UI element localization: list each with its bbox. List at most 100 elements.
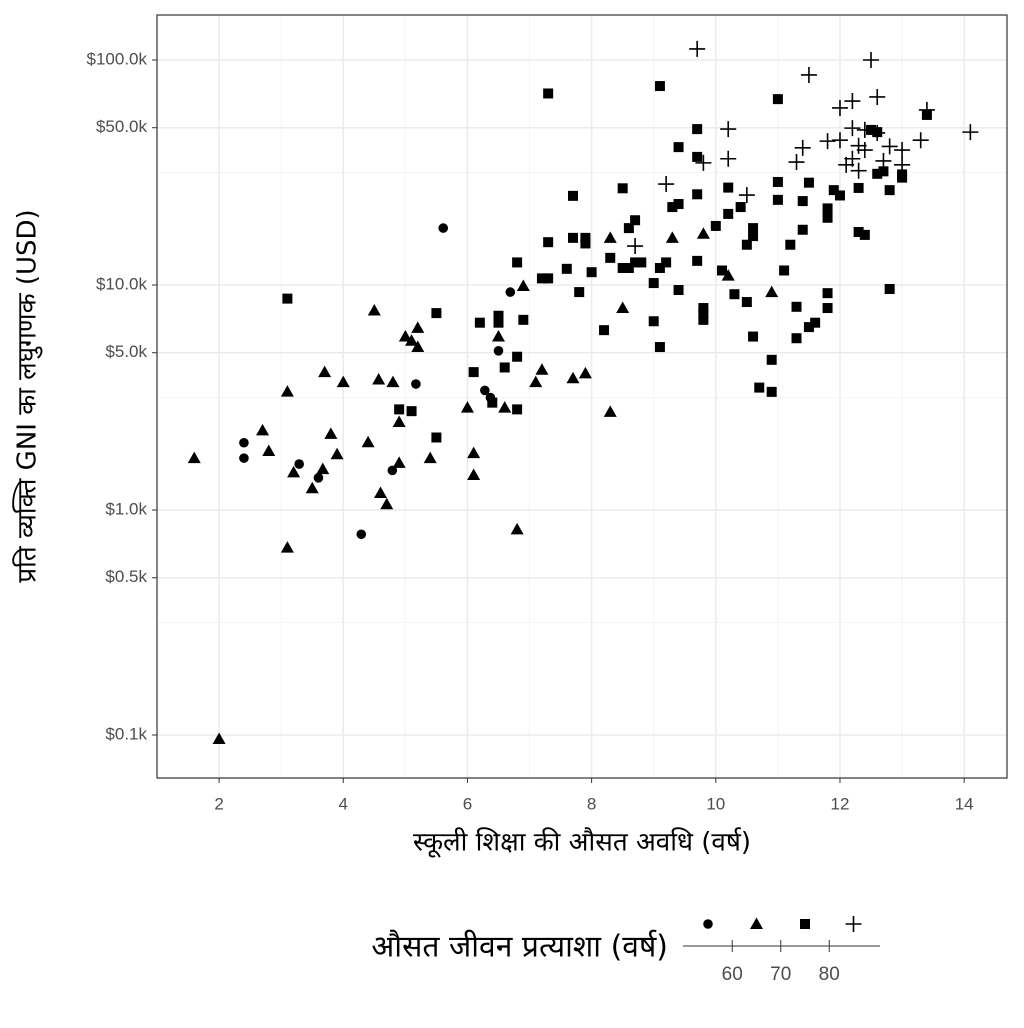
point bbox=[765, 285, 779, 298]
point bbox=[791, 333, 802, 344]
point bbox=[810, 317, 821, 328]
point bbox=[394, 404, 405, 415]
point bbox=[869, 124, 886, 141]
point bbox=[695, 154, 712, 171]
y-axis-title: प्रति व्यक्ति GNI का लघुगणक (USD) bbox=[12, 209, 43, 582]
legend-break-label: 80 bbox=[819, 964, 840, 985]
point bbox=[636, 257, 647, 268]
point bbox=[336, 375, 350, 388]
point bbox=[282, 293, 293, 304]
point bbox=[474, 317, 485, 328]
point bbox=[692, 255, 703, 266]
point bbox=[819, 133, 836, 150]
point bbox=[423, 451, 437, 464]
point bbox=[698, 303, 709, 314]
point bbox=[689, 40, 706, 57]
point bbox=[578, 366, 592, 379]
point bbox=[498, 401, 512, 413]
point bbox=[239, 437, 249, 448]
point bbox=[741, 239, 752, 250]
point bbox=[772, 94, 783, 105]
point bbox=[748, 331, 759, 342]
point bbox=[779, 265, 790, 276]
point bbox=[884, 283, 895, 294]
point bbox=[721, 269, 735, 281]
point bbox=[493, 317, 504, 328]
legend-break-label: 60 bbox=[722, 964, 743, 985]
point bbox=[505, 287, 516, 297]
point bbox=[754, 382, 765, 393]
point bbox=[566, 371, 580, 384]
point bbox=[869, 88, 886, 105]
legend-title: औसत जीवन प्रत्याशा (वर्ष) bbox=[371, 930, 668, 965]
point bbox=[287, 465, 301, 478]
point bbox=[372, 373, 386, 385]
point bbox=[654, 342, 665, 353]
point bbox=[398, 330, 412, 342]
point bbox=[785, 239, 796, 250]
point bbox=[797, 224, 808, 235]
point bbox=[239, 453, 249, 463]
point bbox=[411, 321, 425, 333]
point bbox=[723, 208, 734, 219]
point bbox=[766, 354, 777, 365]
point bbox=[667, 202, 678, 213]
point bbox=[535, 363, 549, 375]
point bbox=[897, 172, 908, 183]
point bbox=[374, 486, 388, 499]
point bbox=[630, 257, 641, 268]
point bbox=[512, 257, 523, 268]
point bbox=[748, 231, 759, 242]
point bbox=[692, 189, 703, 200]
point bbox=[330, 447, 344, 460]
point bbox=[859, 229, 870, 240]
point bbox=[696, 227, 710, 239]
point bbox=[305, 481, 319, 494]
point bbox=[280, 541, 294, 553]
y-tick-label: $0.5k bbox=[105, 567, 147, 586]
point bbox=[661, 257, 672, 268]
point bbox=[863, 51, 880, 68]
point bbox=[627, 238, 644, 255]
point bbox=[467, 446, 481, 459]
point bbox=[586, 267, 597, 278]
point bbox=[512, 404, 523, 415]
point bbox=[648, 316, 659, 327]
point bbox=[803, 322, 814, 333]
point bbox=[710, 220, 721, 231]
point bbox=[411, 379, 421, 389]
point bbox=[380, 497, 394, 510]
point bbox=[673, 285, 684, 296]
y-tick-label: $5.0k bbox=[105, 342, 147, 361]
point bbox=[822, 303, 833, 314]
point bbox=[794, 139, 811, 156]
point bbox=[367, 304, 381, 316]
point bbox=[822, 203, 833, 214]
point bbox=[741, 297, 752, 308]
point bbox=[962, 124, 979, 141]
y-tick-label: $10.0k bbox=[96, 274, 148, 293]
x-tick-label: 6 bbox=[463, 794, 472, 813]
point bbox=[567, 232, 578, 243]
point bbox=[487, 397, 498, 408]
point bbox=[529, 375, 543, 388]
point bbox=[698, 314, 709, 325]
point bbox=[673, 199, 684, 210]
point bbox=[658, 176, 675, 193]
x-tick-label: 12 bbox=[831, 794, 850, 813]
point bbox=[313, 473, 324, 483]
point bbox=[392, 456, 406, 468]
point bbox=[318, 365, 332, 378]
point bbox=[518, 314, 529, 325]
point bbox=[603, 231, 617, 243]
legend-key bbox=[845, 916, 862, 932]
point bbox=[392, 415, 406, 428]
point bbox=[499, 362, 510, 373]
x-tick-label: 14 bbox=[955, 794, 974, 813]
point bbox=[894, 142, 911, 159]
point bbox=[875, 152, 892, 169]
point bbox=[788, 154, 805, 171]
point bbox=[791, 301, 802, 312]
point bbox=[912, 132, 929, 149]
